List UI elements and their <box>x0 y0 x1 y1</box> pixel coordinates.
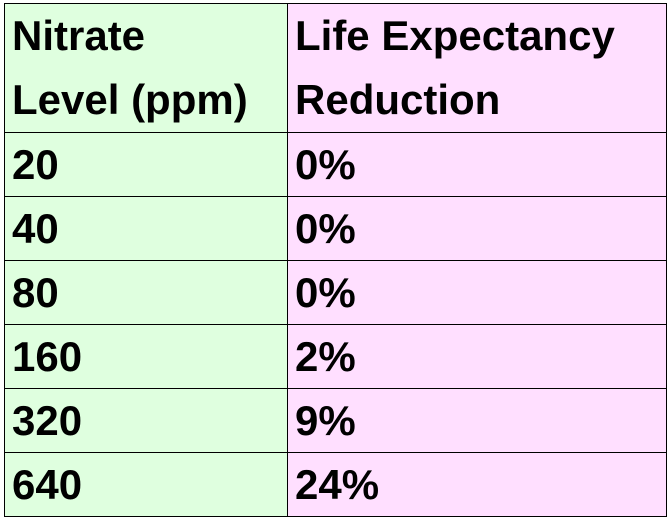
life-expectancy-reduction-cell: 9% <box>287 388 667 453</box>
table-row: 80 0% <box>4 260 667 325</box>
header-nitrate-line-1: Nitrate <box>12 12 146 59</box>
table-row: 640 24% <box>4 452 667 517</box>
table-row: 20 0% <box>4 132 667 197</box>
header-life-line-2: Reduction <box>295 76 501 123</box>
nitrate-life-expectancy-table: Nitrate Level (ppm) Life Expectancy Redu… <box>4 3 667 517</box>
header-cell-life-expectancy: Life Expectancy Reduction <box>287 3 667 133</box>
table-row: 40 0% <box>4 196 667 261</box>
nitrate-level-cell: 640 <box>4 452 288 517</box>
nitrate-level-cell: 160 <box>4 324 288 389</box>
life-expectancy-reduction-cell: 0% <box>287 260 667 325</box>
nitrate-level-cell: 80 <box>4 260 288 325</box>
nitrate-level-cell: 20 <box>4 132 288 197</box>
nitrate-level-cell: 40 <box>4 196 288 261</box>
table-body: Nitrate Level (ppm) Life Expectancy Redu… <box>4 3 667 517</box>
life-expectancy-reduction-cell: 0% <box>287 196 667 261</box>
life-expectancy-reduction-cell: 0% <box>287 132 667 197</box>
header-nitrate-line-2: Level (ppm) <box>12 76 248 123</box>
life-expectancy-reduction-cell: 2% <box>287 324 667 389</box>
header-cell-nitrate-level: Nitrate Level (ppm) <box>4 3 288 133</box>
table-row: 320 9% <box>4 388 667 453</box>
header-life-line-1: Life Expectancy <box>295 12 615 59</box>
table-row: 160 2% <box>4 324 667 389</box>
nitrate-level-cell: 320 <box>4 388 288 453</box>
life-expectancy-reduction-cell: 24% <box>287 452 667 517</box>
header-row: Nitrate Level (ppm) Life Expectancy Redu… <box>4 3 667 133</box>
